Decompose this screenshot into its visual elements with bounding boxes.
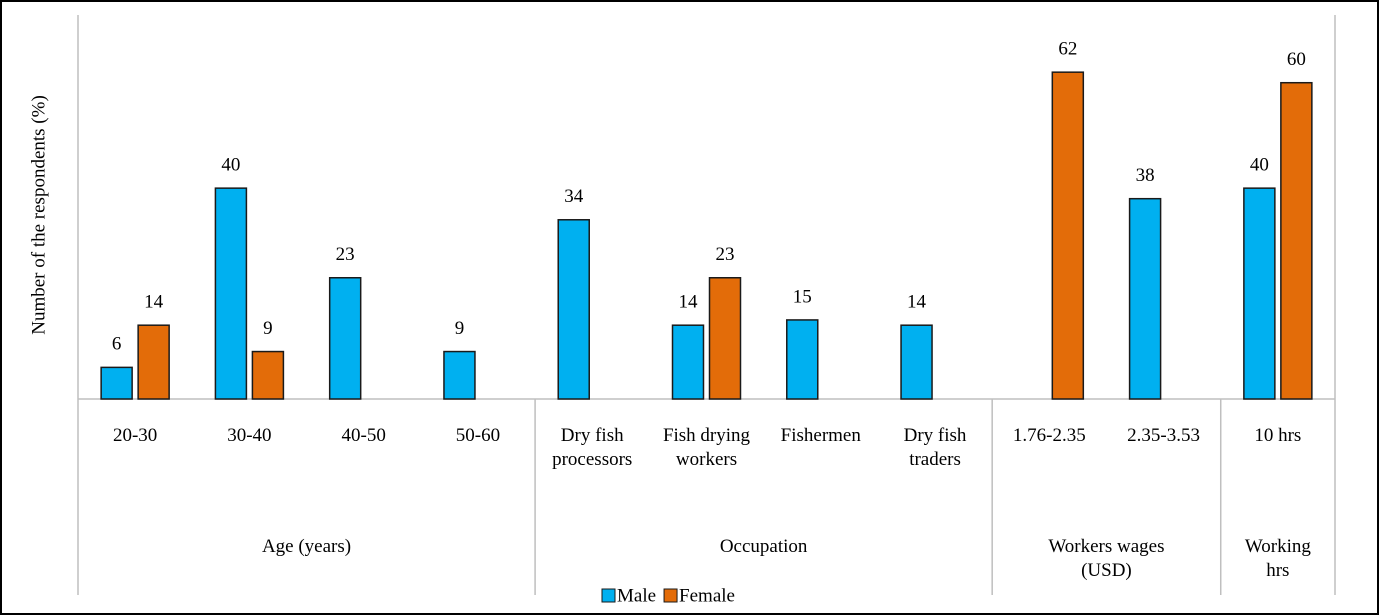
legend-swatch bbox=[663, 588, 678, 603]
value-label: 6 bbox=[112, 334, 122, 355]
x-tick-label-box: 1.76-2.35 bbox=[1012, 425, 1086, 446]
value-label: 40 bbox=[221, 155, 240, 176]
bar bbox=[443, 350, 476, 400]
group-label: Workers wages (USD) bbox=[1048, 536, 1165, 581]
value-label: 14 bbox=[679, 292, 699, 313]
group-label-box: Workers wages (USD) bbox=[1048, 536, 1165, 581]
group-label-box: Age (years) bbox=[261, 536, 352, 557]
value-label: 14 bbox=[144, 292, 164, 313]
value-label: 9 bbox=[263, 318, 273, 339]
x-tick-label-box: 2.35-3.53 bbox=[1127, 425, 1200, 446]
legend-label: Male bbox=[617, 585, 656, 606]
x-tick-label-box: 40-50 bbox=[341, 425, 386, 446]
bar bbox=[137, 324, 170, 400]
value-label: 14 bbox=[907, 292, 927, 313]
value-label: 62 bbox=[1058, 39, 1077, 60]
x-tick-label: 10 hrs bbox=[1254, 425, 1302, 446]
x-tick-label: Fish drying workers bbox=[662, 425, 751, 470]
x-tick-label-box: Fish drying workers bbox=[662, 425, 751, 470]
group-label: Age (years) bbox=[261, 536, 352, 557]
value-label: 34 bbox=[564, 186, 584, 207]
bar bbox=[251, 350, 285, 400]
value-label: 15 bbox=[793, 286, 812, 307]
bar bbox=[786, 319, 819, 400]
x-tick-label: 1.76-2.35 bbox=[1012, 425, 1086, 446]
value-label: 23 bbox=[336, 244, 355, 265]
bar bbox=[900, 324, 933, 400]
bar bbox=[1051, 71, 1085, 400]
x-tick-label: 20-30 bbox=[112, 425, 158, 446]
x-tick-label-box: Fishermen bbox=[780, 425, 861, 446]
group-label-box: Working hrs bbox=[1244, 536, 1311, 581]
bar bbox=[100, 366, 133, 400]
group-label: Working hrs bbox=[1244, 536, 1311, 581]
x-tick-label: 30-40 bbox=[227, 425, 272, 446]
bar bbox=[1128, 197, 1162, 400]
x-tick-label-box: Dry fish traders bbox=[903, 425, 967, 470]
y-axis-title: Number of the respondents (%) bbox=[28, 95, 49, 335]
group-label: Occupation bbox=[719, 536, 808, 557]
value-label: 38 bbox=[1136, 165, 1155, 186]
value-label: 60 bbox=[1287, 49, 1306, 70]
x-tick-label-box: 50-60 bbox=[455, 425, 501, 446]
x-tick-label: 40-50 bbox=[341, 425, 386, 446]
value-label: 40 bbox=[1250, 155, 1269, 176]
group-label-box: Occupation bbox=[719, 536, 808, 557]
x-tick-label: 2.35-3.53 bbox=[1127, 425, 1200, 446]
x-tick-label-box: 20-30 bbox=[112, 425, 158, 446]
bar bbox=[671, 324, 705, 400]
bar bbox=[214, 187, 248, 400]
bar bbox=[557, 219, 590, 400]
x-tick-label: 50-60 bbox=[455, 425, 501, 446]
value-label: 23 bbox=[716, 244, 735, 265]
x-tick-label: Dry fish traders bbox=[903, 425, 967, 470]
x-tick-label-box: 10 hrs bbox=[1254, 425, 1302, 446]
value-label: 9 bbox=[455, 318, 465, 339]
bar bbox=[1243, 187, 1276, 400]
legend-swatch bbox=[601, 588, 616, 603]
bar bbox=[328, 277, 362, 400]
bar bbox=[1280, 81, 1313, 400]
x-tick-label-box: Dry fish processors bbox=[552, 425, 633, 470]
x-tick-label: Dry fish processors bbox=[552, 425, 633, 470]
x-tick-label: Fishermen bbox=[780, 425, 861, 446]
legend-label: Female bbox=[679, 585, 735, 606]
bar bbox=[708, 277, 742, 400]
x-tick-label-box: 30-40 bbox=[227, 425, 272, 446]
